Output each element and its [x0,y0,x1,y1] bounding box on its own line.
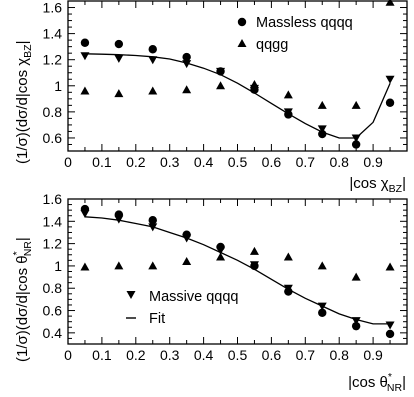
top-y-tick-label: 1 [54,78,62,94]
bottom-triangle-down-point [249,261,259,270]
top-y-tick-label: 0.8 [43,104,63,120]
top-triangle-up-point [148,86,158,95]
top-triangle-up-point [216,81,226,90]
bottom-y-tick-label: 0.4 [43,325,63,341]
top-triangle-up-point [283,90,293,99]
top-x-tick-label: 0.3 [160,154,180,170]
bottom-axis-ticks: 0 0.1 0.2 0.3 0.4 0.5 0.6 0.7 0.8 0.9 0.4 0.6 0.8 1 1.… [43,191,408,363]
top-circle-point [114,39,124,49]
top-legend-triangle-marker [237,39,247,47]
bottom-x-tick-label: 0.8 [329,347,349,363]
bottom-triangle-down-point [385,321,395,330]
top-triangle-up-point [385,0,395,6]
bottom-circle-point [148,215,157,225]
top-triangle-down-point [385,75,395,84]
bottom-circle-point [385,329,395,339]
bottom-x-tick-label: 0 [64,347,72,363]
bottom-y-tick-label: 1 [54,258,62,274]
top-x-tick-label: 0.2 [126,154,146,170]
top-circle-point [148,45,157,54]
bottom-y-tick-label: 1.4 [43,213,63,229]
top-triangle-down-point [148,56,158,65]
top-triangle-up-point [351,100,361,109]
bottom-legend: Massive qqqq Fit [126,289,238,327]
top-legend-circle-marker [237,17,247,27]
bottom-x-tick-label: 0.7 [296,347,316,363]
top-x-tick-label: 0.1 [92,154,112,170]
bottom-triangle-up-point [148,261,158,270]
bottom-x-tick-label: 0.2 [126,347,146,363]
top-y-tick-label: 1.6 [43,0,63,16]
top-x-tick-label: 0.8 [329,154,349,170]
top-triangle-up-point [182,85,192,94]
bottom-circle-point [318,308,327,317]
top-circle-point [385,98,395,107]
bottom-x-axis-title: |cos θ* NR| [348,371,406,394]
bottom-legend-label-fit: Fit [149,311,165,327]
top-fit-curve [84,53,391,139]
bottom-y-tick-label: 0.8 [43,280,63,296]
top-circle-point [80,38,90,47]
top-y-tick-label: 1.4 [43,26,63,42]
top-circle-point [182,52,191,62]
bottom-triangle-up-point [216,252,226,261]
bottom-y-tick-label: 0.6 [43,303,63,319]
bottom-x-tick-label: 0.4 [194,347,214,363]
bottom-triangle-down-point [216,246,226,255]
bottom-y-tick-label: 1.6 [43,191,63,207]
bottom-x-tick-label: 0.3 [160,347,180,363]
bottom-triangle-up-point [80,262,90,271]
bottom-circle-point [351,321,361,331]
bottom-data-marks [80,204,395,339]
bottom-x-tick-label: 0.6 [262,347,282,363]
top-data-marks [80,0,395,149]
top-x-tick-label: 0.4 [194,154,214,170]
bottom-fit-curve [84,216,391,325]
top-y-tick-label: 0.6 [43,130,63,146]
bottom-triangle-up-point [182,256,192,265]
bottom-triangle-up-point [351,272,361,281]
bottom-triangle-up-point [385,262,395,271]
top-plot-frame [67,0,408,152]
top-triangle-up-point [317,100,327,109]
top-circle-point [318,129,327,139]
top-triangle-up-point [80,86,90,95]
top-triangle-down-point [249,84,259,93]
top-circle-point [351,140,361,149]
top-y-tick-label: 1.2 [43,52,63,68]
top-triangle-down-point [216,67,226,76]
top-x-tick-label: 0.5 [228,154,248,170]
top-triangle-down-point [317,125,327,134]
bottom-y-axis-title: (1/σ)(dσ/d|cos θ*NR| [11,237,34,362]
top-y-axis-title: (1/σ)(dσ/d|cos χBZ| [14,41,34,164]
bottom-triangle-up-point [317,261,327,270]
bottom-triangle-up-point [249,246,259,255]
top-legend-label-triangle: qqgg [256,37,288,53]
top-triangle-up-point [114,89,124,98]
top-legend-label-circle: Massless qqqq [256,15,353,31]
top-x-axis-title: |cos χBZ| [349,175,406,195]
top-x-tick-label: 0.6 [262,154,282,170]
bottom-chart: 0 0.1 0.2 0.3 0.4 0.5 0.6 0.7 0.8 0.9 0.4 0.6 0.8 1 1.… [11,191,408,394]
bottom-x-tick-label: 0.1 [92,347,112,363]
bottom-triangle-up-point [114,261,124,270]
top-x-tick-label: 0.7 [296,154,316,170]
top-axis-ticks: 0 0.1 0.2 0.3 0.4 0.5 0.6 0.7 0.8 0.9 0.6 0.8 1 1.2 1.… [43,0,408,170]
top-legend: Massless qqqq qqgg [237,15,353,53]
bottom-triangle-down-point [80,210,90,218]
top-x-tick-label: 0.9 [363,154,383,170]
bottom-y-tick-label: 1.2 [43,236,63,252]
top-chart: 0 0.1 0.2 0.3 0.4 0.5 0.6 0.7 0.8 0.9 0.6 0.8 1 1.2 1.… [14,0,408,195]
top-triangle-down-point [283,108,293,117]
bottom-x-tick-label: 0.9 [363,347,383,363]
bottom-legend-triangle-down-marker [126,291,136,299]
bottom-x-tick-label: 0.5 [228,347,248,363]
top-triangle-down-point [114,54,124,63]
top-x-tick-label: 0 [64,154,72,170]
bottom-legend-label-massive: Massive qqqq [149,289,238,305]
bottom-triangle-up-point [283,252,293,261]
